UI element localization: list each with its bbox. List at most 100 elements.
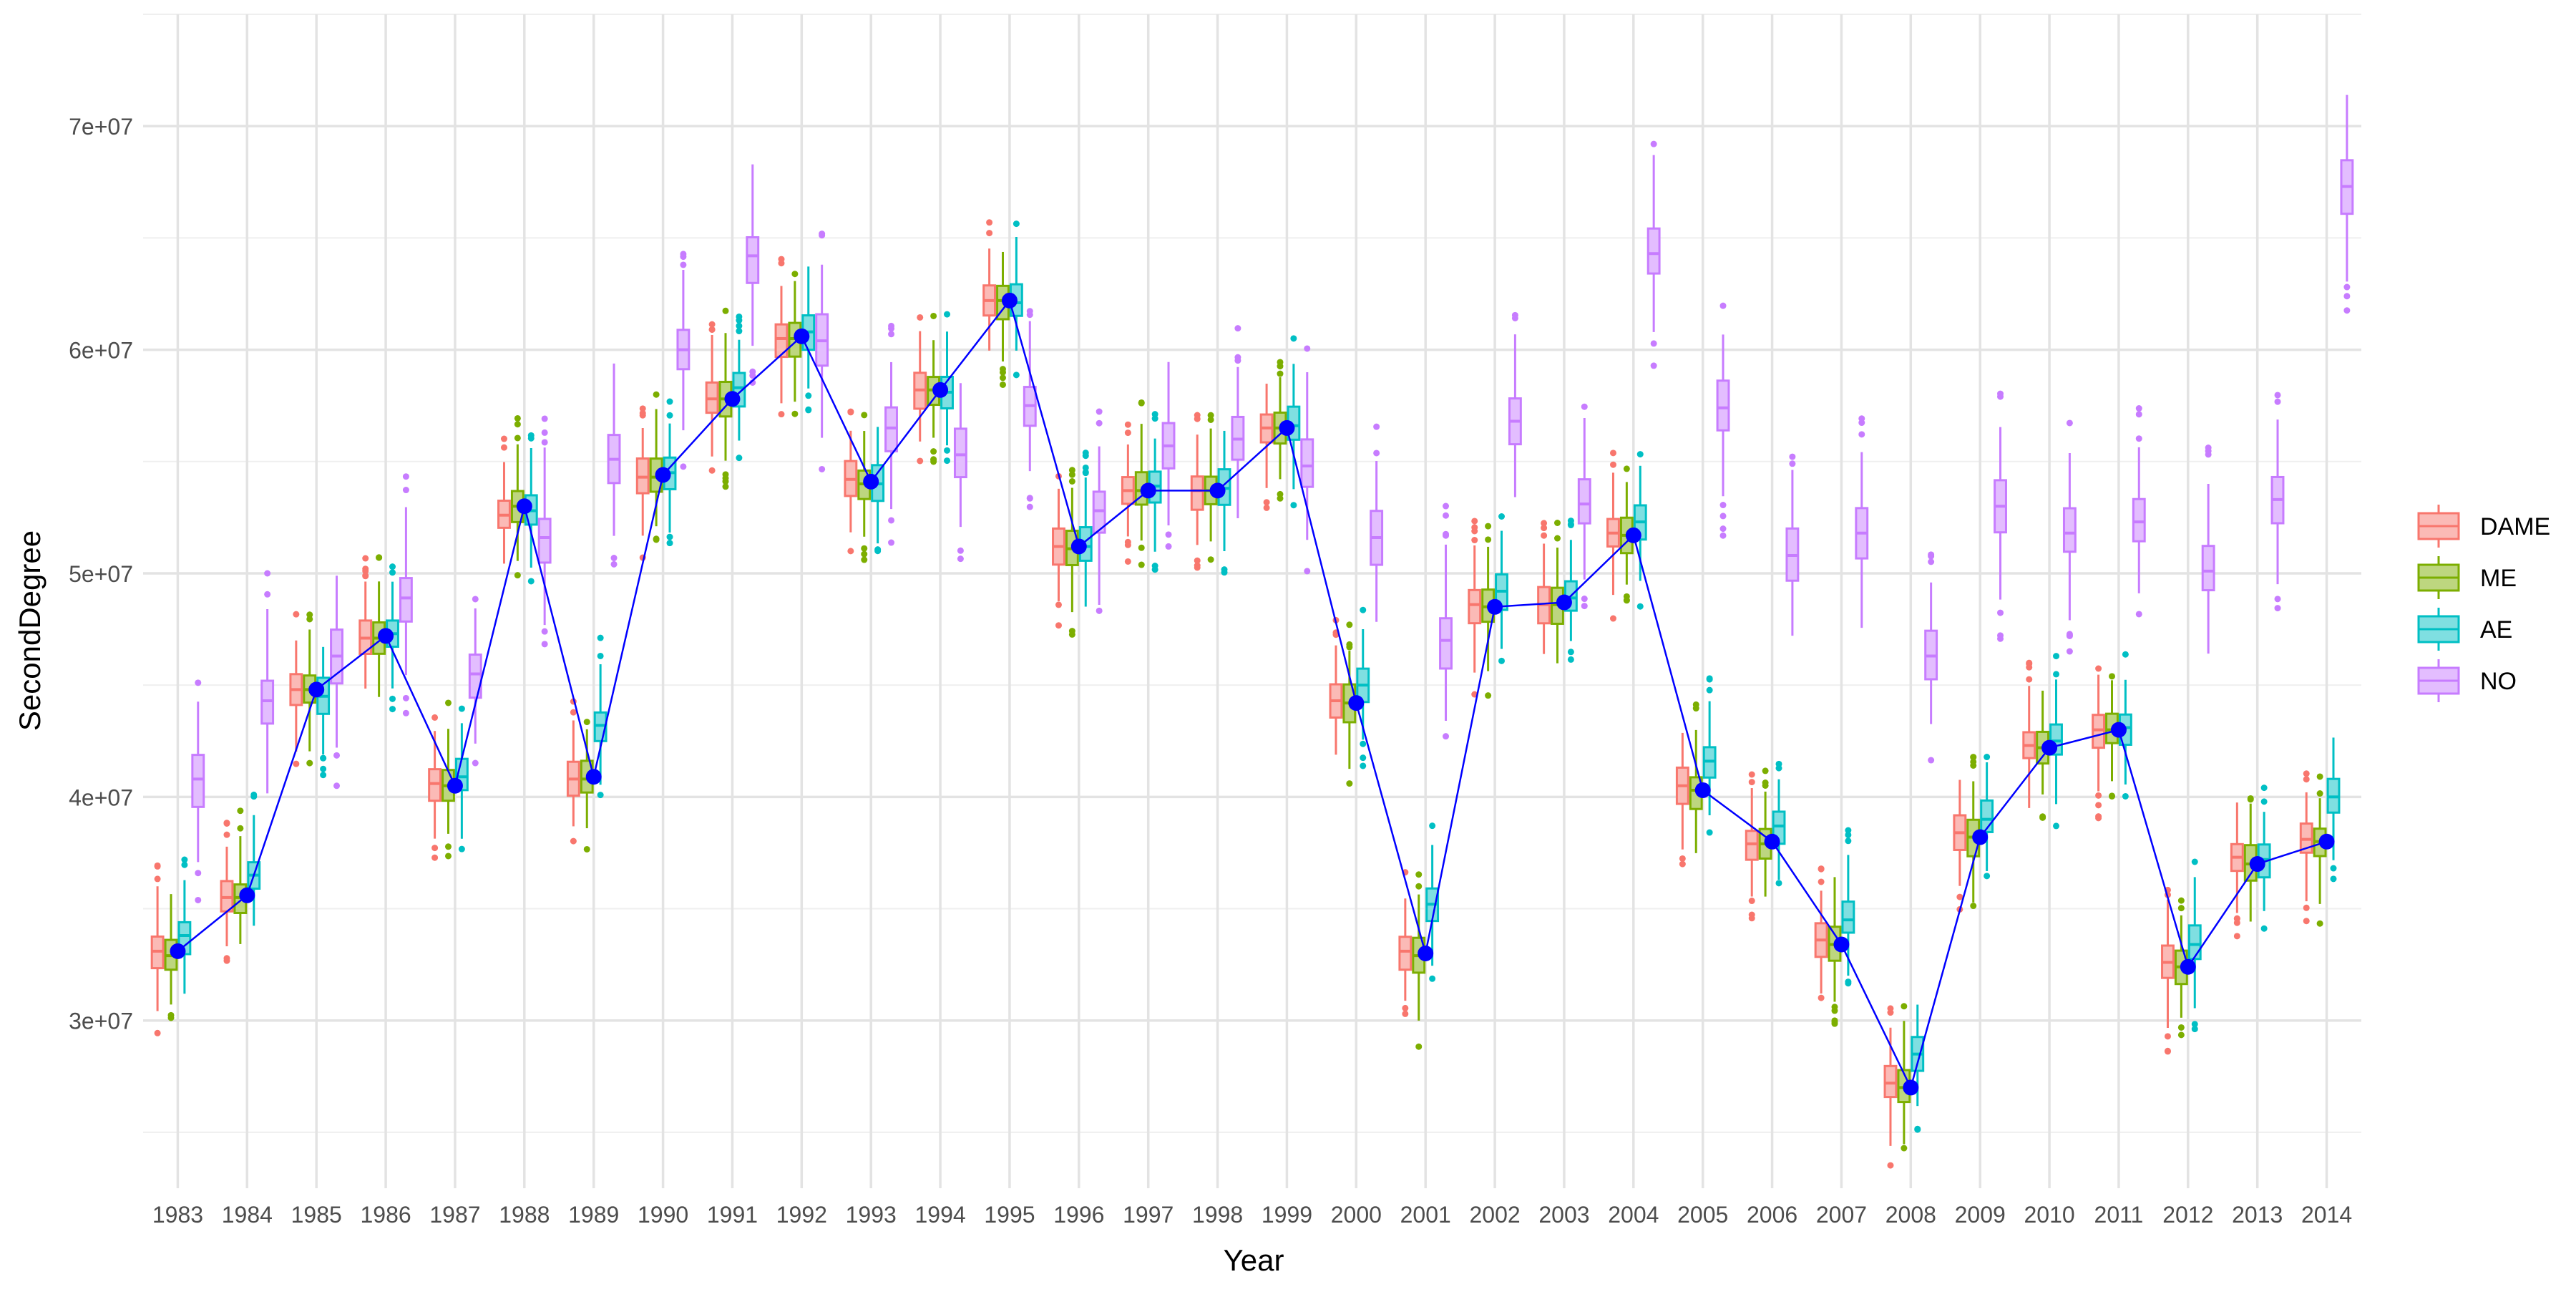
x-tick-label: 2004 — [1608, 1202, 1659, 1228]
box-outlier — [666, 412, 673, 419]
box-outlier — [2164, 1048, 2171, 1055]
box-outlier — [1581, 596, 1588, 603]
box-outlier — [930, 448, 937, 455]
box-outlier — [2066, 648, 2073, 655]
box-outlier — [250, 793, 258, 800]
box-outlier — [1194, 412, 1201, 419]
x-tick-label: 1993 — [846, 1202, 897, 1228]
box-outlier — [2122, 651, 2129, 658]
box-outlier — [1194, 557, 1201, 564]
box-outlier — [1748, 898, 1755, 905]
box-outlier — [195, 896, 202, 903]
boxplot-ae-1983 — [177, 856, 192, 994]
mean-point — [1487, 598, 1503, 615]
box-outlier — [431, 845, 439, 852]
box-outlier — [2053, 653, 2060, 660]
box-outlier — [2026, 676, 2033, 683]
boxplot-dame-2014 — [2299, 770, 2313, 925]
box-outlier — [1234, 357, 1241, 364]
box-outlier — [597, 652, 604, 659]
box-outlier — [514, 434, 521, 442]
box-outlier — [639, 409, 646, 417]
mean-point — [2041, 739, 2058, 756]
boxplot-dame-1994 — [913, 314, 927, 465]
box-outlier — [223, 955, 230, 962]
box-outlier — [1541, 532, 1548, 539]
box-outlier — [1609, 450, 1616, 457]
box-body — [1092, 490, 1106, 534]
mean-point — [1279, 419, 1295, 436]
box-outlier — [1165, 543, 1172, 550]
box-outlier — [1096, 607, 1103, 614]
box-outlier — [1789, 453, 1796, 460]
box-outlier — [2205, 451, 2212, 458]
box-outlier — [1290, 335, 1297, 342]
box-outlier — [1679, 860, 1686, 868]
boxplot-ae-2000 — [1356, 606, 1370, 769]
x-tick-label: 1996 — [1053, 1202, 1104, 1228]
boxplot-dame-2011 — [2092, 665, 2106, 822]
mean-point — [1833, 936, 1850, 953]
box-outlier — [708, 326, 716, 333]
boxplot-ae-1998 — [1217, 430, 1231, 576]
box-outlier — [957, 555, 964, 563]
box-outlier — [666, 398, 673, 405]
box-outlier — [2233, 915, 2240, 923]
box-outlier — [1706, 676, 1713, 683]
box-outlier — [1277, 370, 1284, 377]
boxplot-no-1993 — [884, 322, 898, 546]
box-outlier — [1124, 421, 1131, 428]
box-outlier — [2164, 1033, 2171, 1040]
box-outlier — [944, 457, 951, 465]
box-outlier — [2303, 918, 2310, 925]
box-outlier — [2026, 664, 2033, 671]
boxplot-dame-1983 — [150, 862, 165, 1036]
box-body — [1398, 936, 1413, 971]
box-outlier — [1845, 831, 1852, 838]
box-outlier — [333, 752, 341, 759]
box-outlier — [1636, 451, 1644, 458]
box-outlier — [2274, 398, 2281, 405]
boxplot-me-1984 — [233, 807, 248, 944]
box-outlier — [1762, 779, 1769, 787]
box-outlier — [819, 230, 826, 238]
mean-point — [2249, 856, 2265, 873]
boxplot-dame-2006 — [1745, 771, 1759, 922]
box-outlier — [1623, 465, 1630, 472]
box-outlier — [402, 709, 409, 717]
box-outlier — [1124, 538, 1131, 545]
box-outlier — [1609, 615, 1616, 622]
box-outlier — [1346, 641, 1353, 648]
boxplot-dame-2009 — [1953, 779, 1967, 913]
box-outlier — [320, 765, 327, 772]
box-outlier — [1443, 502, 1450, 510]
box-outlier — [1026, 495, 1033, 502]
mean-point — [794, 328, 810, 344]
box-outlier — [861, 545, 868, 552]
box-outlier — [195, 870, 202, 877]
box-outlier — [888, 517, 895, 524]
box-body — [399, 577, 413, 623]
boxplot-ae-2014 — [2326, 737, 2341, 883]
box-outlier — [472, 759, 479, 767]
boxplot-me-1989 — [580, 719, 594, 853]
box-outlier — [1082, 469, 1089, 476]
box-outlier — [2095, 802, 2102, 809]
mean-point — [932, 382, 949, 398]
boxplot-dame-1990 — [635, 405, 650, 561]
boxplot-no-2010 — [2062, 419, 2077, 655]
box-outlier — [444, 843, 452, 850]
box-body — [1716, 379, 1730, 432]
box-outlier — [1956, 893, 1963, 900]
box-outlier — [167, 1014, 175, 1021]
box-outlier — [986, 230, 993, 237]
box-outlier — [2191, 858, 2198, 865]
box-outlier — [362, 573, 369, 580]
box-outlier — [1609, 461, 1616, 468]
box-outlier — [2343, 307, 2351, 314]
box-outlier — [778, 411, 785, 418]
x-tick-label: 2003 — [1538, 1202, 1589, 1228]
boxplot-no-2012 — [2201, 445, 2215, 654]
mean-point — [1625, 527, 1641, 543]
box-outlier — [930, 312, 937, 319]
